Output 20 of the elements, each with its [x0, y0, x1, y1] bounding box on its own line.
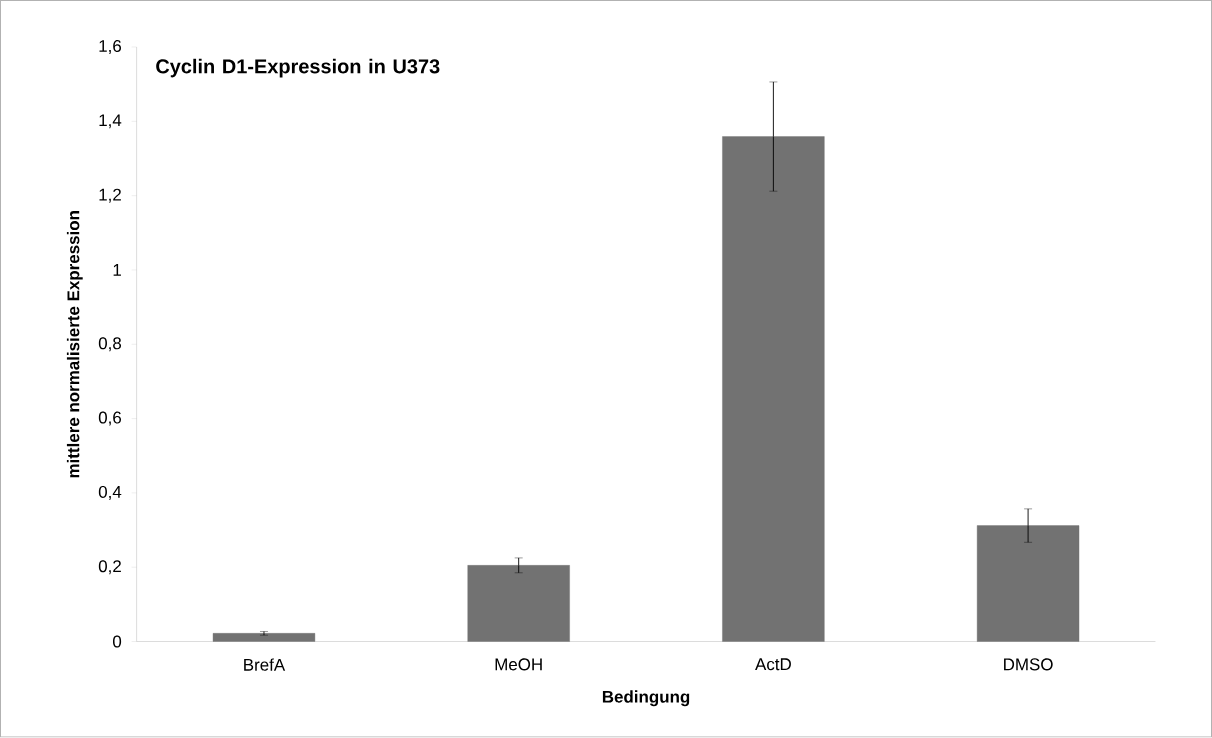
y-tick-label: 1,4 [99, 114, 122, 129]
y-tick-label: 0,6 [98, 411, 122, 426]
y-tick-label: 1,2 [99, 188, 121, 203]
bar [212, 633, 316, 642]
bar [722, 136, 825, 642]
x-tick-label: MeOH [495, 658, 542, 671]
y-tick-label: 1,6 [99, 40, 122, 55]
x-tick-label: BrefA [244, 658, 286, 672]
y-axis-title: mittlere normalisierte Expression [66, 211, 83, 478]
bar [467, 565, 570, 642]
bar [976, 525, 1080, 642]
x-axis-title: Bedingung [602, 690, 690, 707]
y-tick-label: 0,2 [98, 560, 121, 575]
y-tick-label: 1 [113, 264, 121, 276]
text: Cyclin D1-Expression in U373 [156, 58, 440, 78]
y-tick-label: 0 [112, 635, 122, 648]
y-tick-label: 0,4 [98, 486, 122, 501]
x-tick-label: ActD [755, 658, 791, 671]
x-tick-label: DMSO [1004, 658, 1053, 671]
y-tick-label: 0,8 [98, 337, 122, 352]
